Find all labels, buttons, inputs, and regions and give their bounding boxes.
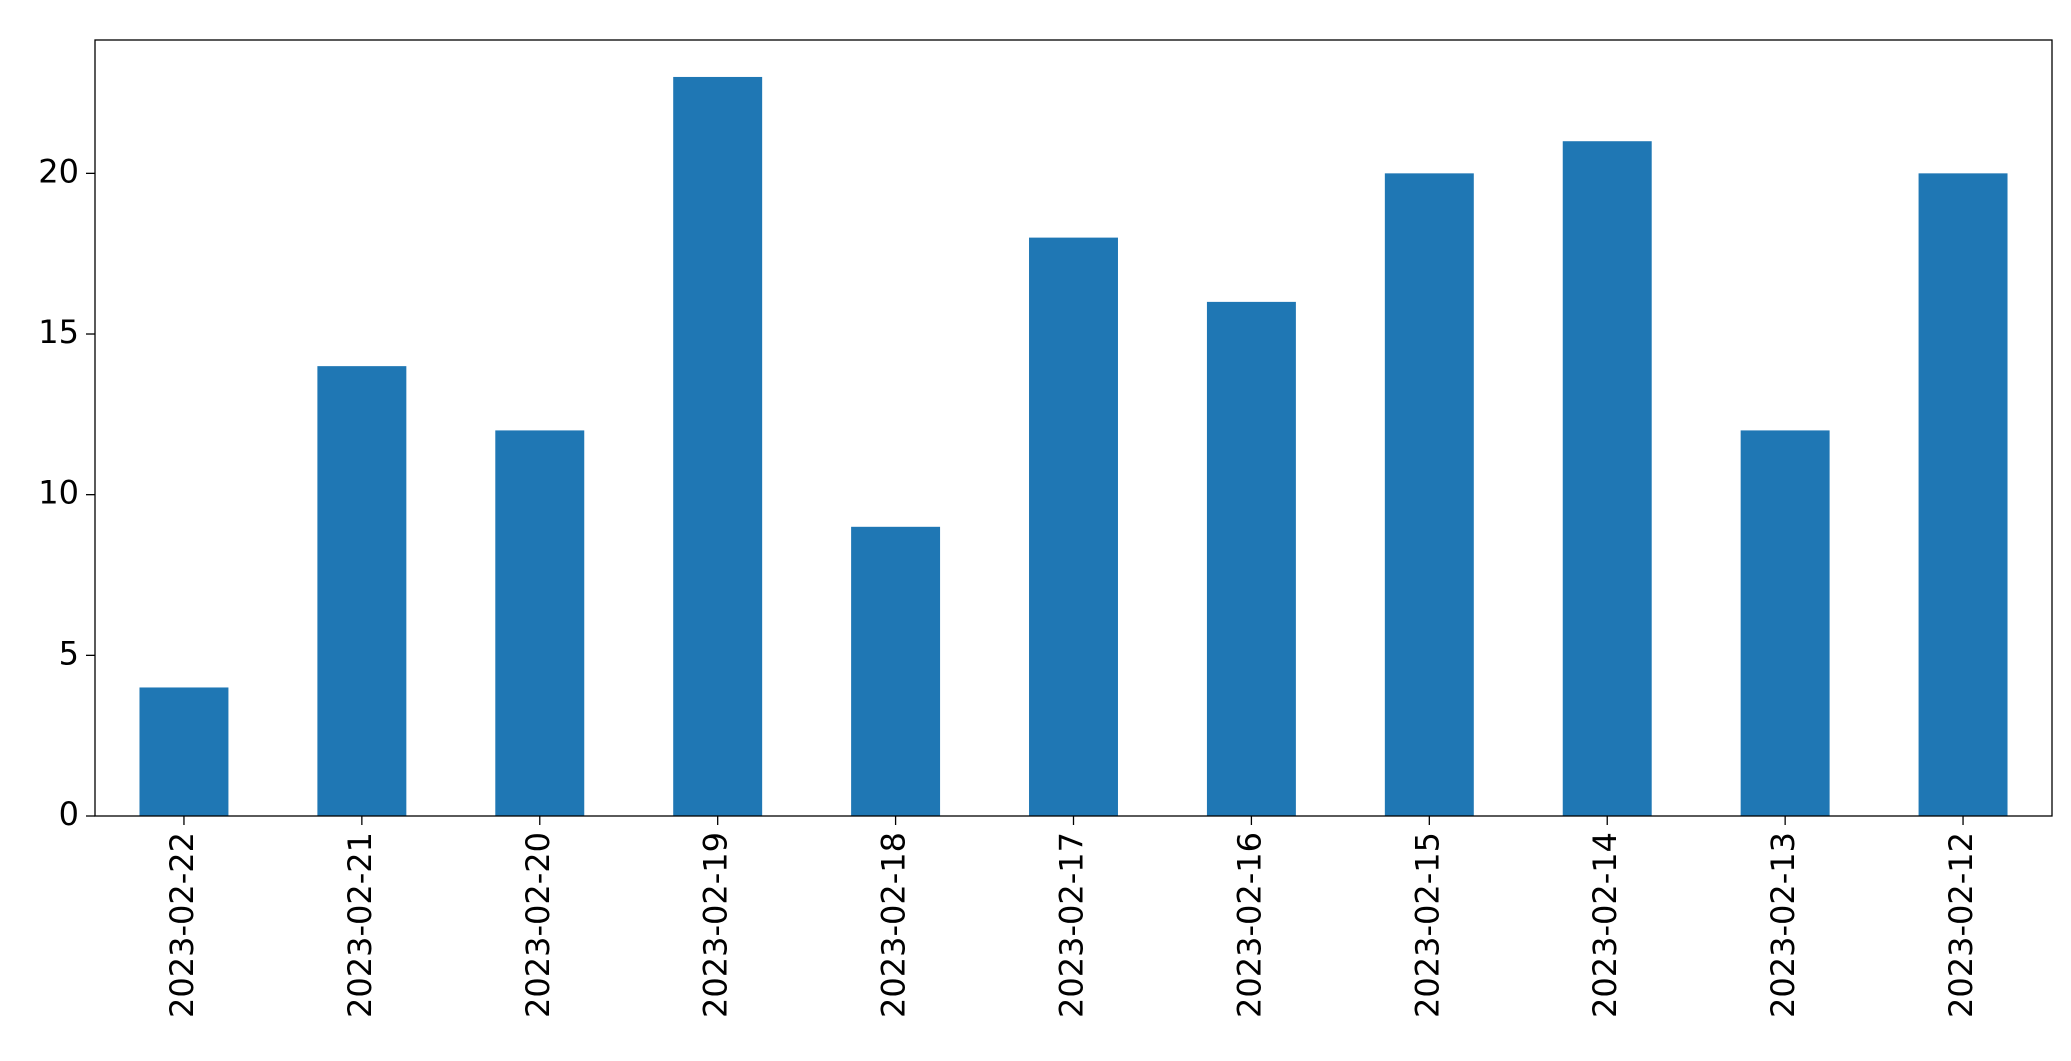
y-tick-label: 15	[38, 313, 79, 351]
bar	[1029, 237, 1118, 816]
x-tick-label: 2023-02-18	[875, 832, 913, 1018]
bar	[851, 526, 941, 816]
x-tick-label: 2023-02-20	[519, 832, 557, 1018]
bar	[317, 366, 407, 816]
x-tick-label: 2023-02-14	[1586, 832, 1624, 1018]
bar	[1562, 141, 1652, 816]
bar	[1740, 430, 1830, 816]
x-tick-label: 2023-02-13	[1764, 832, 1802, 1018]
x-tick-label: 2023-02-15	[1408, 832, 1446, 1018]
x-tick-label: 2023-02-22	[163, 832, 201, 1018]
y-tick-label: 5	[59, 634, 79, 672]
x-tick-label: 2023-02-21	[341, 832, 379, 1018]
bar	[673, 76, 763, 816]
x-tick-label: 2023-02-12	[1942, 832, 1980, 1018]
bar	[139, 687, 229, 816]
x-tick-label: 2023-02-19	[697, 832, 735, 1018]
bar	[1206, 301, 1296, 817]
bar	[1918, 173, 2008, 816]
y-tick-label: 0	[59, 795, 79, 833]
y-tick-label: 20	[38, 152, 79, 190]
plot-frame	[94, 39, 2053, 817]
bar	[1384, 173, 1474, 816]
x-tick-label: 2023-02-17	[1053, 832, 1091, 1018]
bar	[495, 430, 585, 816]
x-tick-label: 2023-02-16	[1230, 832, 1268, 1018]
y-tick-label: 10	[38, 474, 79, 512]
